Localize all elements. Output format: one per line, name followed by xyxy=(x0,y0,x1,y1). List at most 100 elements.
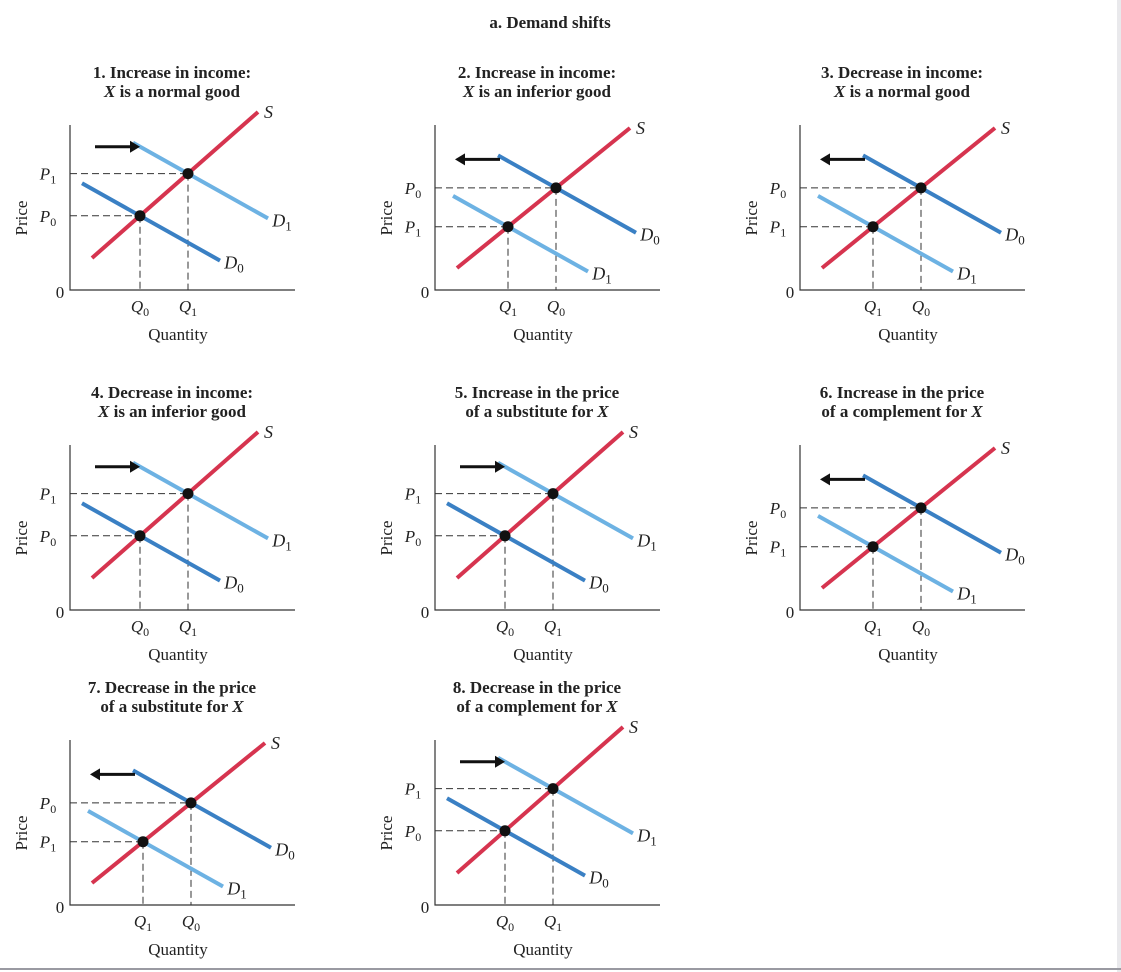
demand-curve-d1 xyxy=(817,194,954,274)
demand-label-d1: D1 xyxy=(636,530,657,553)
axes xyxy=(434,740,660,906)
price-label-bottom: P1 xyxy=(404,218,421,240)
demand-curve-d0 xyxy=(81,181,221,263)
equilibrium-point-1 xyxy=(502,221,514,233)
demand-label-d0: D0 xyxy=(588,573,609,596)
quantity-label-left: Q1 xyxy=(864,297,882,319)
panel-title-line2: X is an inferior good xyxy=(462,82,612,101)
demand-label-d1: D1 xyxy=(226,879,247,902)
supply-curve xyxy=(90,110,260,260)
panel-title-line2: of a complement for X xyxy=(821,402,983,421)
axes xyxy=(69,740,295,906)
x-axis-label: Quantity xyxy=(513,325,573,344)
supply-label: S xyxy=(636,118,645,138)
x-axis-label: Quantity xyxy=(878,645,938,664)
figure-title: a. Demand shifts xyxy=(489,13,611,32)
demand-curve-d0 xyxy=(446,796,586,878)
x-axis-label: Quantity xyxy=(513,645,573,664)
equilibrium-point-1 xyxy=(137,836,149,848)
quantity-label-right: Q0 xyxy=(912,297,930,319)
quantity-label-right: Q1 xyxy=(179,297,197,319)
axes xyxy=(69,125,295,291)
panel-title-line1: 7. Decrease in the price xyxy=(88,678,257,697)
price-label-top: P0 xyxy=(404,179,421,201)
supply-label: S xyxy=(264,422,273,442)
supply-curve xyxy=(820,126,997,270)
panel-title-line2: X is a normal good xyxy=(833,82,971,101)
supply-curve xyxy=(455,725,625,875)
price-label-top: P0 xyxy=(769,499,786,521)
price-label-bottom: P1 xyxy=(769,218,786,240)
price-label-top: P1 xyxy=(39,165,56,187)
quantity-label-left: Q1 xyxy=(134,912,152,934)
panel-title-line2: of a substitute for X xyxy=(465,402,609,421)
price-label-bottom: P0 xyxy=(404,527,421,549)
supply-curve xyxy=(820,446,997,590)
supply-label: S xyxy=(629,422,638,442)
demand-curve-d1 xyxy=(497,461,634,541)
quantity-label-left: Q0 xyxy=(496,617,514,639)
supply-label: S xyxy=(1001,438,1010,458)
panel-title-line1: 6. Increase in the price xyxy=(820,383,985,402)
equilibrium-point-0 xyxy=(499,825,511,837)
price-label-bottom: P1 xyxy=(39,833,56,855)
quantity-label-right: Q1 xyxy=(179,617,197,639)
panel-title-line1: 4. Decrease in income: xyxy=(91,383,253,402)
demand-label-d0: D0 xyxy=(1004,225,1025,248)
x-axis-label: Quantity xyxy=(148,325,208,344)
demand-label-d0: D0 xyxy=(223,573,244,596)
x-axis-label: Quantity xyxy=(878,325,938,344)
shift-arrow-head xyxy=(495,460,505,473)
quantity-label-left: Q1 xyxy=(864,617,882,639)
supply-label: S xyxy=(1001,118,1010,138)
price-label-top: P1 xyxy=(404,780,421,802)
price-label-top: P1 xyxy=(404,485,421,507)
panel-title-line1: 5. Increase in the price xyxy=(455,383,620,402)
equilibrium-point-0 xyxy=(134,210,146,222)
origin-label: 0 xyxy=(421,603,430,622)
demand-label-d1: D1 xyxy=(956,584,977,607)
demand-curve-d1 xyxy=(497,756,634,836)
panels-group: 1. Increase in income:X is a normal good… xyxy=(12,63,1025,959)
equilibrium-point-0 xyxy=(915,182,927,194)
demand-curve-d1 xyxy=(132,141,269,221)
panel-2: 2. Increase in income:X is an inferior g… xyxy=(377,63,660,344)
shift-arrow-head xyxy=(130,460,140,473)
demand-curve-d0 xyxy=(497,153,637,235)
demand-label-d1: D1 xyxy=(591,264,612,287)
origin-label: 0 xyxy=(786,283,795,302)
quantity-label-left: Q0 xyxy=(131,297,149,319)
quantity-label-right: Q1 xyxy=(544,912,562,934)
price-label-bottom: P0 xyxy=(39,207,56,229)
supply-curve xyxy=(455,126,632,270)
quantity-label-left: Q0 xyxy=(131,617,149,639)
supply-curve xyxy=(90,430,260,580)
demand-curve-d0 xyxy=(862,473,1002,555)
panel-title-line2: of a substitute for X xyxy=(100,697,244,716)
supply-curve xyxy=(90,741,267,885)
demand-label-d1: D1 xyxy=(636,825,657,848)
supply-curve xyxy=(455,430,625,580)
quantity-label-left: Q0 xyxy=(496,912,514,934)
equilibrium-point-0 xyxy=(134,530,146,542)
origin-label: 0 xyxy=(56,898,65,917)
x-axis-label: Quantity xyxy=(148,645,208,664)
panel-3: 3. Decrease in income:X is a normal good… xyxy=(742,63,1025,344)
demand-curve-d0 xyxy=(446,501,586,583)
demand-curve-d0 xyxy=(132,768,272,850)
equilibrium-point-1 xyxy=(547,488,559,500)
y-axis-label: Price xyxy=(377,816,396,851)
x-axis-label: Quantity xyxy=(148,940,208,959)
panel-4: 4. Decrease in income:X is an inferior g… xyxy=(12,383,295,664)
equilibrium-point-0 xyxy=(185,797,197,809)
y-axis-label: Price xyxy=(742,521,761,556)
demand-curve-d1 xyxy=(132,461,269,541)
demand-label-d0: D0 xyxy=(274,840,295,863)
shift-arrow-head xyxy=(130,140,140,153)
axes xyxy=(434,125,660,291)
panel-title-line1: 3. Decrease in income: xyxy=(821,63,983,82)
